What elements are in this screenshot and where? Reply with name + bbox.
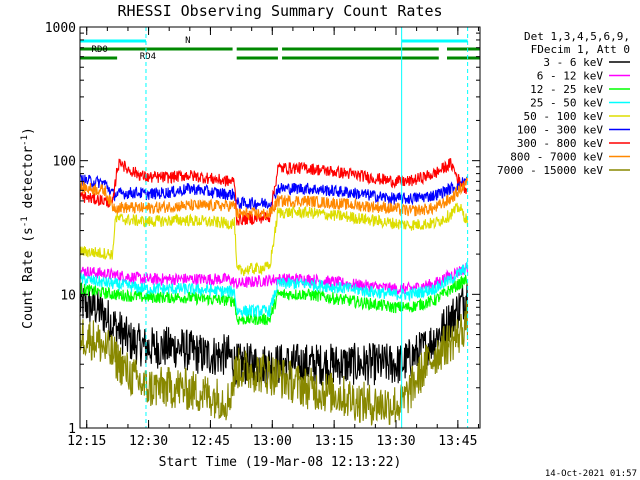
legend-label: 6 - 12 keV	[537, 70, 604, 83]
y-tick-label: 100	[53, 155, 76, 170]
y-axis: 1 10 100 1000	[45, 21, 480, 437]
x-tick-label: 12:15	[67, 434, 106, 449]
legend-header: Det 1,3,4,5,6,9,	[524, 30, 630, 43]
legend-label: 300 - 800 keV	[517, 137, 603, 150]
series-line-9	[79, 300, 469, 426]
y-axis-label: Count Rate (s-1 detector-1)	[20, 127, 36, 329]
x-axis: 12:15 12:30 12:45 13:00 13:15 13:30 13:45	[67, 27, 479, 449]
legend-label: 3 - 6 keV	[543, 56, 603, 69]
x-tick-label: 12:30	[129, 434, 168, 449]
x-tick-label: 13:30	[376, 434, 415, 449]
series-line-5	[79, 202, 469, 276]
y-tick-label: 1000	[45, 21, 76, 36]
x-tick-label: 12:45	[191, 434, 230, 449]
plot-frame	[79, 26, 481, 429]
series-line-4	[79, 261, 469, 318]
y-axis-label-part: detector	[21, 146, 36, 217]
y-axis-label-part: )	[21, 127, 36, 135]
chart-title: RHESSI Observing Summary Count Rates	[117, 2, 442, 20]
series-line-3	[79, 274, 468, 326]
y-axis-label-sup: -1	[20, 216, 30, 227]
legend-label: 7000 - 15000 keV	[497, 164, 603, 177]
x-tick-label: 13:15	[315, 434, 354, 449]
legend-label: 50 - 100 keV	[524, 110, 604, 123]
flag-label: N	[185, 36, 190, 46]
status-flags: N RD0 RD4	[80, 36, 480, 62]
series-line-7	[79, 158, 468, 226]
legend: Det 1,3,4,5,6,9,FDecim 1, Att 03 - 6 keV…	[497, 30, 630, 177]
x-tick-label: 13:00	[253, 434, 292, 449]
series-group	[79, 158, 469, 426]
y-axis-label-part: Count Rate (s	[21, 227, 36, 329]
footer-timestamp: 14-Oct-2021 01:57	[545, 469, 637, 479]
legend-header: FDecim 1, Att 0	[531, 43, 630, 56]
y-tick-label: 1	[68, 422, 76, 437]
flag-label: RD4	[140, 52, 156, 62]
y-axis-label-sup: -1	[20, 135, 30, 146]
y-tick-label: 10	[60, 288, 76, 303]
legend-label: 100 - 300 keV	[517, 124, 603, 137]
legend-label: 12 - 25 keV	[530, 83, 603, 96]
flag-label: RD0	[92, 45, 108, 55]
x-tick-label: 13:45	[438, 434, 477, 449]
series-line-2	[79, 262, 469, 295]
series-line-8	[79, 177, 469, 220]
legend-label: 25 - 50 keV	[530, 97, 603, 110]
x-axis-label: Start Time (19-Mar-08 12:13:22)	[159, 455, 402, 470]
legend-label: 800 - 7000 keV	[510, 151, 603, 164]
